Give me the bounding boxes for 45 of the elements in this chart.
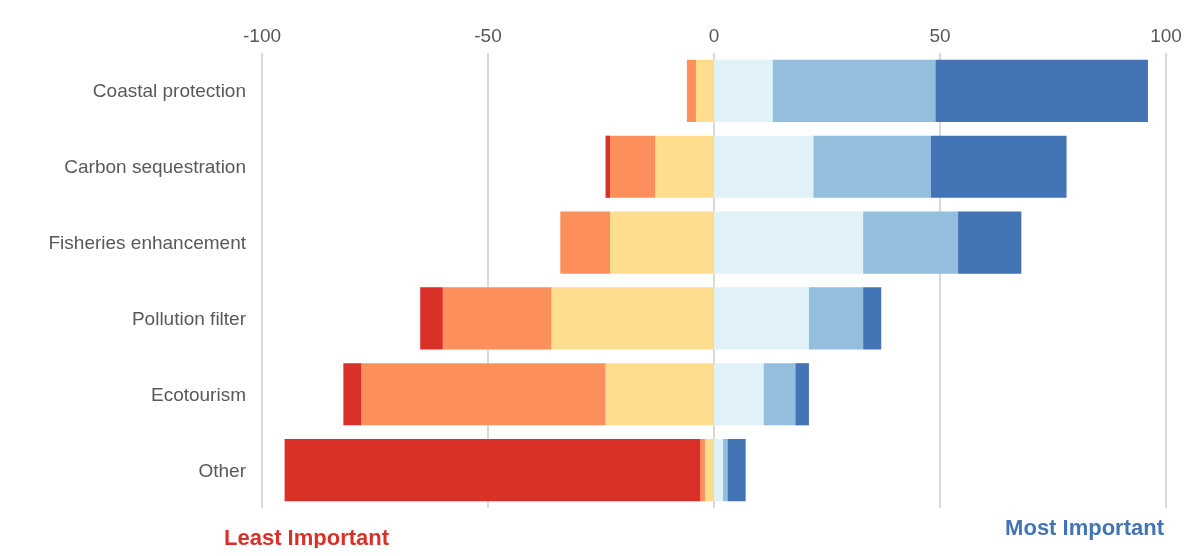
- bar: [714, 363, 764, 426]
- y-tick-label: Carbon sequestration: [64, 156, 246, 178]
- bar: [704, 438, 714, 502]
- bar: [361, 363, 606, 426]
- x-tick-label: 0: [708, 25, 720, 46]
- text: Most Important: [1005, 514, 1165, 540]
- bar: [714, 287, 809, 350]
- y-tick-label: Pollution filter: [131, 307, 247, 329]
- bar: [935, 59, 1148, 123]
- bar: [714, 211, 864, 274]
- bar: [605, 363, 714, 426]
- bar: [560, 211, 611, 274]
- bar: [700, 438, 705, 502]
- bar: [442, 287, 552, 350]
- bar: [763, 363, 796, 426]
- bar: [808, 287, 864, 350]
- bar: [930, 135, 1067, 198]
- bar: [420, 287, 443, 350]
- bar: [610, 135, 656, 198]
- bar: [772, 59, 936, 123]
- bar: [551, 287, 714, 350]
- bar: [695, 59, 714, 123]
- x-tick-label: -100: [242, 25, 282, 46]
- bar: [714, 59, 773, 123]
- x-tick-label: -50: [474, 25, 502, 46]
- bar: [343, 363, 362, 426]
- bar: [795, 363, 809, 426]
- y-tick-label: Coastal protection: [92, 80, 246, 102]
- y-tick-label: Ecotourism: [150, 383, 246, 405]
- x-tick-label: 50: [929, 25, 951, 46]
- bar: [723, 438, 728, 502]
- bar: [284, 438, 701, 502]
- bar: [727, 438, 746, 502]
- bar: [655, 135, 714, 198]
- bar: [813, 135, 931, 198]
- bar: [714, 438, 724, 502]
- bar: [958, 211, 1022, 274]
- bar: [863, 211, 959, 274]
- bar: [610, 211, 714, 274]
- y-tick-label: Other: [198, 459, 247, 481]
- bar: [714, 135, 814, 198]
- bar: [686, 59, 696, 123]
- bar: [863, 287, 882, 350]
- x-tick-label: 100: [1150, 25, 1182, 46]
- y-tick-label: Fisheries enhancement: [48, 232, 247, 254]
